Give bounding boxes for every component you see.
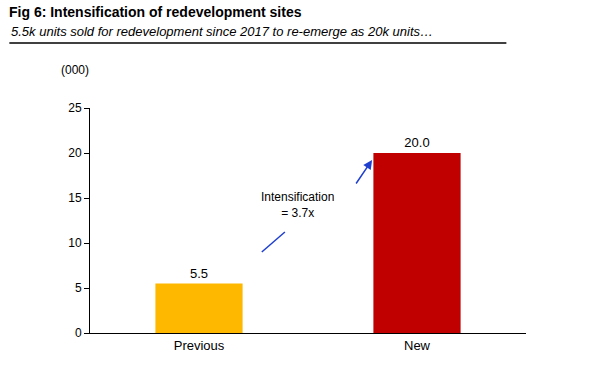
svg-text:20.0: 20.0 xyxy=(404,135,429,150)
svg-text:0: 0 xyxy=(75,326,82,340)
svg-text:25: 25 xyxy=(68,101,82,115)
svg-text:Intensification= 3.7x: Intensification= 3.7x xyxy=(261,190,334,220)
svg-text:5.5: 5.5 xyxy=(190,266,208,281)
svg-text:5: 5 xyxy=(75,281,82,295)
svg-text:20: 20 xyxy=(68,146,82,160)
svg-text:10: 10 xyxy=(68,236,82,250)
svg-text:Previous: Previous xyxy=(174,338,225,353)
svg-text:(000): (000) xyxy=(61,63,89,77)
svg-text:New: New xyxy=(404,338,431,353)
svg-text:15: 15 xyxy=(68,191,82,205)
svg-text:5.5k units sold for redevelopm: 5.5k units sold for redevelopment since … xyxy=(11,24,433,39)
svg-text:Fig 6: Intensification of rede: Fig 6: Intensification of redevelopment … xyxy=(9,4,302,20)
